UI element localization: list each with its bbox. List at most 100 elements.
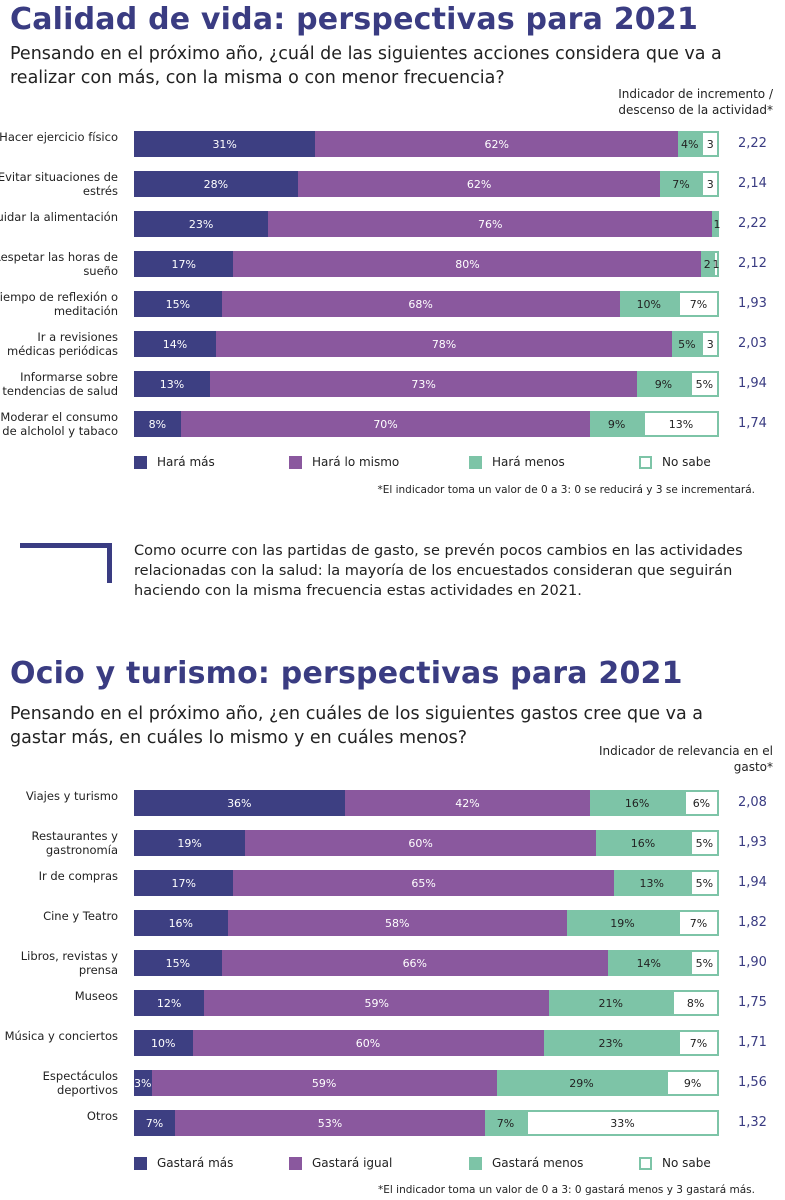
chart2-subtitle: Pensando en el próximo año, ¿en cuáles d…: [10, 704, 703, 748]
indicator-value: 2,22: [738, 136, 767, 151]
bar-segment-same: 58%: [227, 910, 567, 936]
legend-item: Gastará igual: [289, 1156, 392, 1170]
row-label: Respetar las horas de sueño: [0, 250, 118, 278]
row-label: Espectáculos deportivos: [42, 1069, 118, 1097]
bar-segment-more: 14%: [134, 331, 216, 357]
bar-segment-unknown: 13%: [642, 411, 719, 437]
row-label: Ir de compras: [38, 869, 118, 883]
bar-segment-unknown: 8%: [672, 990, 719, 1016]
chart1-title: Calidad de vida: perspectivas para 2021: [10, 2, 699, 37]
stacked-bar: 15% 68% 10% 7%: [134, 291, 719, 317]
bar-segment-more: 17%: [134, 251, 234, 277]
bar-segment-same: 59%: [204, 990, 550, 1016]
stacked-bar: 17% 80% 2 1: [134, 251, 720, 277]
footnote: *El indicador toma un valor de 0 a 3: 0 …: [377, 484, 755, 496]
legend-item: No sabe: [639, 1156, 711, 1170]
bar-segment-more: 28%: [134, 171, 298, 197]
bar-segment-unknown: 1: [713, 251, 720, 277]
bar-segment-less: 29%: [496, 1070, 667, 1096]
bar-segment-unknown: 6%: [683, 790, 719, 816]
indicator-value: 1,82: [738, 915, 767, 930]
stacked-bar: 36% 42% 16% 6%: [134, 790, 719, 816]
legend-label: Gastará menos: [492, 1156, 584, 1170]
indicator-value: 2,03: [738, 336, 767, 351]
indicator-value: 1,56: [738, 1075, 767, 1090]
chart1-indicator-header: Indicador de incremento / descenso de la…: [618, 87, 773, 117]
legend-label: Gastará igual: [312, 1156, 393, 1170]
bar-segment-same: 68%: [221, 291, 620, 317]
legend-item: Gastará más: [134, 1156, 233, 1170]
row-label: Museos: [74, 989, 118, 1003]
row-label: Hacer ejercicio físico: [0, 130, 118, 144]
indicator-value: 1,71: [738, 1035, 767, 1050]
stacked-bar: 13% 73% 9% 5%: [134, 371, 719, 397]
bar-segment-more: 15%: [134, 291, 222, 317]
bar-segment-same: 76%: [268, 211, 713, 237]
legend-item: Gastará menos: [469, 1156, 583, 1170]
indicator-value: 1,74: [738, 416, 767, 431]
quote-text: Como ocurre con las partidas de gasto, s…: [134, 543, 743, 599]
bar-segment-less: [712, 211, 715, 237]
bar-segment-more: 13%: [134, 371, 211, 397]
bar-segment-less: 21%: [549, 990, 673, 1016]
indicator-value: 1,94: [738, 376, 767, 391]
legend-label: Hará lo mismo: [312, 455, 400, 469]
bar-segment-unknown: 5%: [689, 371, 719, 397]
bar-segment-same: 53%: [174, 1110, 485, 1136]
row-label: Tiempo de reflexión o meditación: [0, 290, 118, 318]
legend-swatch: [289, 455, 302, 469]
footnote: *El indicador toma un valor de 0 a 3: 0 …: [378, 1184, 755, 1196]
stacked-bar: 28% 62% 7% 3: [134, 171, 719, 197]
bar-segment-less: 16%: [596, 830, 690, 856]
bar-segment-more: 3%: [134, 1070, 152, 1096]
bar-segment-more: 15%: [134, 950, 222, 976]
row-label: Evitar situaciones de estrés: [0, 170, 118, 198]
stacked-bar: 10% 60% 23% 7%: [134, 1030, 719, 1056]
legend-swatch: [134, 1156, 147, 1170]
bar-segment-less: 14%: [607, 950, 690, 976]
bar-segment-unknown: 5%: [689, 870, 719, 896]
bar-segment-unknown: 33%: [525, 1110, 719, 1136]
bar-segment-same: 78%: [215, 331, 673, 357]
bar-segment-less: 23%: [543, 1030, 679, 1056]
bar-segment-unknown: 3: [701, 131, 719, 157]
indicator-value: 1,94: [738, 875, 767, 890]
bar-segment-same: 80%: [233, 251, 702, 277]
bar-segment-more: 36%: [134, 790, 345, 816]
bar-segment-unknown: 9%: [666, 1070, 719, 1096]
row-label: Moderar el consumo de alcholol y tabaco: [0, 410, 118, 438]
stacked-bar: 19% 60% 16% 5%: [134, 830, 719, 856]
indicator-value: 2,22: [738, 216, 767, 231]
bar-segment-same: 62%: [315, 131, 679, 157]
bar-segment-unknown: 7%: [678, 291, 719, 317]
bar-segment-same: 60%: [192, 1030, 544, 1056]
bar-segment-unknown: 5%: [689, 830, 719, 856]
row-label: Ir a revisiones médicas periódicas: [7, 330, 118, 358]
chart1-subtitle: Pensando en el próximo año, ¿cuál de las…: [10, 44, 722, 88]
bar-segment-unknown: 3: [701, 331, 719, 357]
stacked-bar: 7% 53% 7% 33%: [134, 1110, 719, 1136]
bar-segment-same: 42%: [344, 790, 591, 816]
legend-label: No sabe: [662, 455, 711, 469]
bar-segment-less: 19%: [566, 910, 679, 936]
bar-segment-same: 59%: [151, 1070, 497, 1096]
row-label: Libros, revistas y prensa: [20, 949, 118, 977]
bar-segment-unknown: 3: [701, 171, 719, 197]
row-label: Restaurantes y gastronomía: [31, 829, 119, 857]
legend-swatch: [134, 455, 147, 469]
row-label: Otros: [86, 1109, 118, 1123]
bar-segment-less: 9%: [637, 371, 690, 397]
legend-swatch: [639, 455, 652, 469]
row-label: Cine y Teatro: [43, 909, 118, 923]
legend-label: No sabe: [662, 1156, 711, 1170]
chart2-title: Ocio y turismo: perspectivas para 2021: [10, 656, 683, 691]
bar-segment-more: 23%: [134, 211, 269, 237]
bar-segment-unknown: 7%: [678, 910, 719, 936]
bar-segment-same: 66%: [221, 950, 608, 976]
indicator-value: 1,75: [738, 995, 767, 1010]
legend: Hará más Hará lo mismo Hará menos No sabe: [134, 455, 734, 471]
bar-segment-same: 73%: [210, 371, 638, 397]
legend: Gastará más Gastará igual Gastará menos No …: [134, 1156, 734, 1172]
quote-bracket: [20, 543, 112, 583]
indicator-value: 1,93: [738, 296, 767, 311]
